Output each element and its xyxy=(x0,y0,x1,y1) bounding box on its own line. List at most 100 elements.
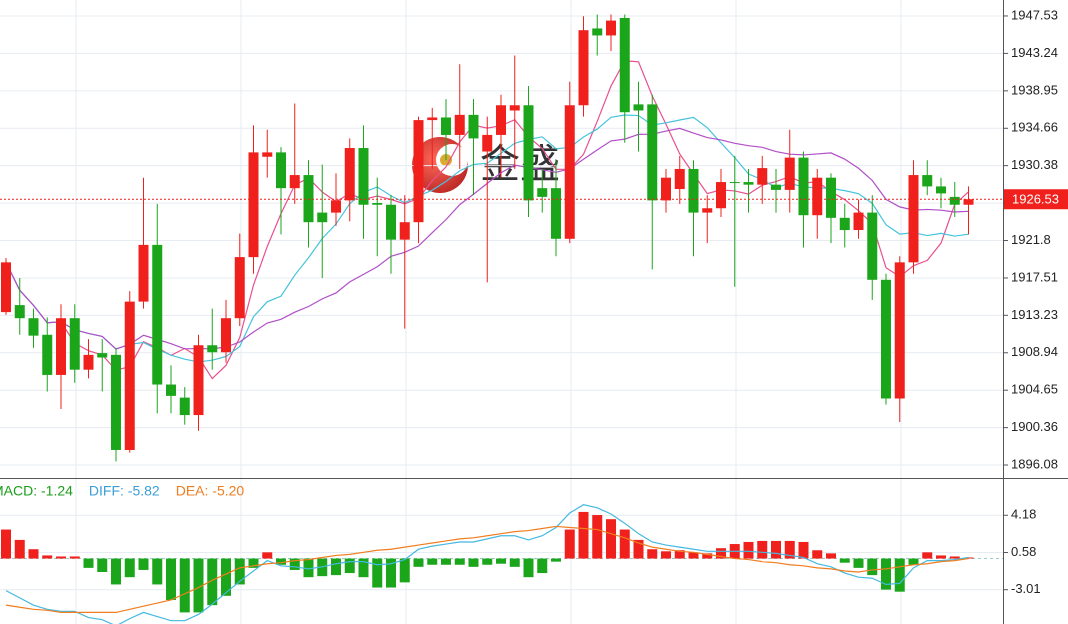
macd-bar xyxy=(922,552,933,559)
macd-bar xyxy=(248,558,259,568)
macd-bar xyxy=(344,558,355,574)
macd-bar xyxy=(578,511,589,559)
candle-body xyxy=(207,345,218,353)
candle-body xyxy=(97,353,108,358)
candle-body xyxy=(867,212,878,280)
macd-line xyxy=(5,525,969,614)
candle-body xyxy=(564,105,575,239)
y-tick-label: 1913.23 xyxy=(1011,307,1058,322)
macd-bar xyxy=(358,558,369,578)
macd-bar xyxy=(28,549,39,559)
candle-body xyxy=(454,114,465,135)
candle-body xyxy=(688,168,699,213)
macd-bar xyxy=(839,558,850,563)
candle-body xyxy=(922,175,933,187)
macd-bar xyxy=(853,558,864,568)
candle-body xyxy=(509,105,520,111)
macd-bar xyxy=(908,558,919,565)
y-tick-label: 1908.94 xyxy=(1011,344,1058,359)
candle-body xyxy=(784,157,795,190)
vertical-grid xyxy=(75,0,902,624)
candle-body xyxy=(716,182,726,209)
macd-bar xyxy=(771,540,781,559)
candle-body xyxy=(881,279,891,399)
macd-bar xyxy=(702,553,713,559)
candle-body xyxy=(166,384,176,396)
macd-bar xyxy=(606,519,616,559)
y-tick-label: 1896.08 xyxy=(1011,456,1058,471)
macd-bar xyxy=(674,550,685,559)
macd-bar xyxy=(56,556,66,559)
candle-body xyxy=(28,318,39,336)
y-tick-label: 0.58 xyxy=(1011,544,1036,559)
macd-bar xyxy=(647,549,658,559)
candle-body xyxy=(537,188,548,197)
candle-body xyxy=(578,30,589,106)
candle-body xyxy=(771,184,781,190)
macd-bar xyxy=(234,558,245,585)
candle-body xyxy=(14,305,25,319)
candle-body xyxy=(743,182,754,185)
candle-body xyxy=(606,20,616,36)
macd-bar xyxy=(523,558,534,578)
candle-body xyxy=(963,199,974,205)
y-tick-label: 1900.36 xyxy=(1011,419,1058,434)
macd-bar xyxy=(482,558,493,565)
macd-bar xyxy=(152,558,163,585)
candle-body xyxy=(331,200,341,213)
candle-body xyxy=(551,188,561,239)
macd-bar xyxy=(111,558,121,585)
candle-body xyxy=(839,217,850,231)
candle-body xyxy=(138,244,149,302)
macd-bar xyxy=(372,558,383,588)
y-tick-label: -3.01 xyxy=(1011,581,1041,596)
macd-bar xyxy=(166,558,176,600)
macd-bar xyxy=(867,558,878,576)
candle-body xyxy=(221,318,231,353)
macd-bar xyxy=(496,558,506,564)
macd-line xyxy=(5,504,969,624)
candle-body xyxy=(262,152,273,157)
macd-bar xyxy=(743,541,754,559)
candle-body xyxy=(83,354,94,370)
macd-bar xyxy=(221,558,231,596)
macd-bar xyxy=(468,558,479,567)
candle-body xyxy=(372,202,383,205)
macd-bar xyxy=(551,558,561,562)
legend-item: DIFF: -5.82 xyxy=(89,483,160,499)
y-tick-label: 1904.65 xyxy=(1011,382,1058,397)
candle-body xyxy=(674,168,685,190)
candle-body xyxy=(234,257,245,319)
candle-body xyxy=(152,244,163,385)
y-tick-label: 1934.66 xyxy=(1011,120,1058,135)
macd-bar xyxy=(179,558,190,613)
macd-bar xyxy=(83,558,94,568)
legend-item: DEA: -5.20 xyxy=(176,483,245,499)
price-panel xyxy=(0,14,1003,466)
y-tick-label: 1938.95 xyxy=(1011,82,1058,97)
macd-bar xyxy=(97,558,108,573)
macd-bar xyxy=(812,550,823,559)
candle-body xyxy=(42,334,53,375)
candle-body xyxy=(69,318,80,370)
candle-body xyxy=(812,177,823,216)
macd-panel xyxy=(0,504,1003,624)
macd-bar xyxy=(881,558,891,590)
y-tick-label: 1921.8 xyxy=(1011,232,1051,247)
y-tick-label: 1943.24 xyxy=(1011,45,1058,60)
legend-item: MACD: -1.24 xyxy=(0,483,73,499)
macd-bar xyxy=(138,558,149,570)
macd-bar xyxy=(262,552,273,559)
y-tick-label: 1930.38 xyxy=(1011,157,1058,172)
macd-bar xyxy=(207,558,218,606)
candle-body xyxy=(826,177,836,218)
macd-bar xyxy=(619,529,630,559)
candle-body xyxy=(399,222,410,240)
macd-bar xyxy=(936,555,946,559)
macd-bar xyxy=(798,541,809,559)
candle-body xyxy=(729,182,740,184)
macd-bar xyxy=(427,558,438,565)
macd-bar xyxy=(826,553,836,559)
